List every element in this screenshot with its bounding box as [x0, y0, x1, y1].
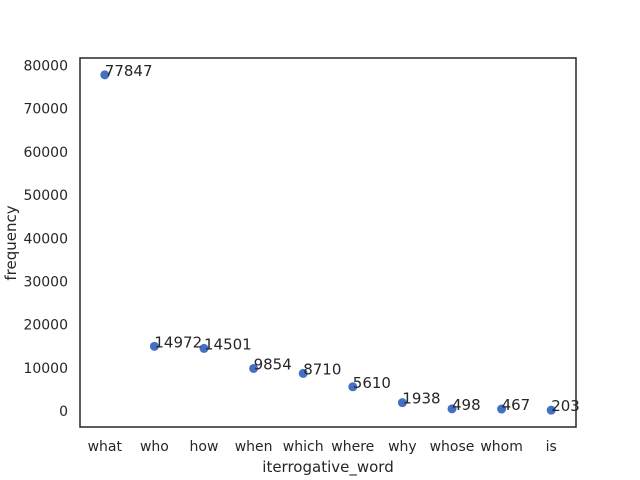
x-tick-label: whom — [480, 439, 523, 455]
x-tick-label: is — [546, 439, 557, 455]
data-point — [397, 398, 407, 408]
data-label: 9854 — [254, 355, 292, 373]
x-tick-label: where — [331, 439, 374, 455]
data-label: 8710 — [303, 360, 341, 378]
x-tick-label: what — [88, 439, 123, 455]
data-point — [199, 343, 209, 353]
data-point — [497, 404, 507, 414]
y-tick-label: 40000 — [23, 231, 68, 247]
y-tick-label: 50000 — [23, 188, 68, 204]
y-tick-label: 0 — [59, 404, 68, 420]
x-axis-label: iterrogative_word — [262, 458, 393, 477]
x-tick-label: how — [190, 439, 219, 455]
x-tick-label: whose — [430, 439, 475, 455]
y-tick-label: 10000 — [23, 361, 68, 377]
plot-frame — [79, 57, 577, 428]
data-point — [149, 341, 159, 351]
x-tick-label: who — [140, 439, 169, 455]
x-axis-ticks: what who how when which where why whose whom is — [88, 439, 557, 455]
y-tick-label: 20000 — [23, 318, 68, 334]
y-tick-label: 30000 — [23, 274, 68, 290]
data-points — [100, 70, 556, 415]
data-label: 1938 — [402, 390, 440, 408]
data-point — [348, 382, 358, 392]
data-label: 467 — [502, 396, 531, 414]
y-tick-label: 70000 — [23, 102, 68, 118]
y-axis-label: frequency — [2, 205, 20, 280]
data-label: 14501 — [204, 335, 252, 353]
x-tick-label: why — [388, 439, 417, 455]
data-point — [100, 70, 110, 80]
data-point — [249, 363, 259, 373]
data-label: 77847 — [105, 62, 153, 80]
data-point — [546, 405, 556, 415]
data-point — [447, 404, 457, 414]
data-label: 5610 — [353, 374, 391, 392]
y-axis-ticks: 0 10000 20000 30000 40000 50000 60000 70000 8000… — [23, 59, 68, 420]
y-tick-label: 60000 — [23, 145, 68, 161]
x-tick-label: which — [283, 439, 324, 455]
data-point — [298, 368, 308, 378]
data-label: 498 — [452, 396, 481, 414]
data-label: 14972 — [154, 333, 202, 351]
data-label: 203 — [551, 397, 580, 415]
y-tick-label: 80000 — [23, 59, 68, 75]
x-tick-label: when — [235, 439, 273, 455]
